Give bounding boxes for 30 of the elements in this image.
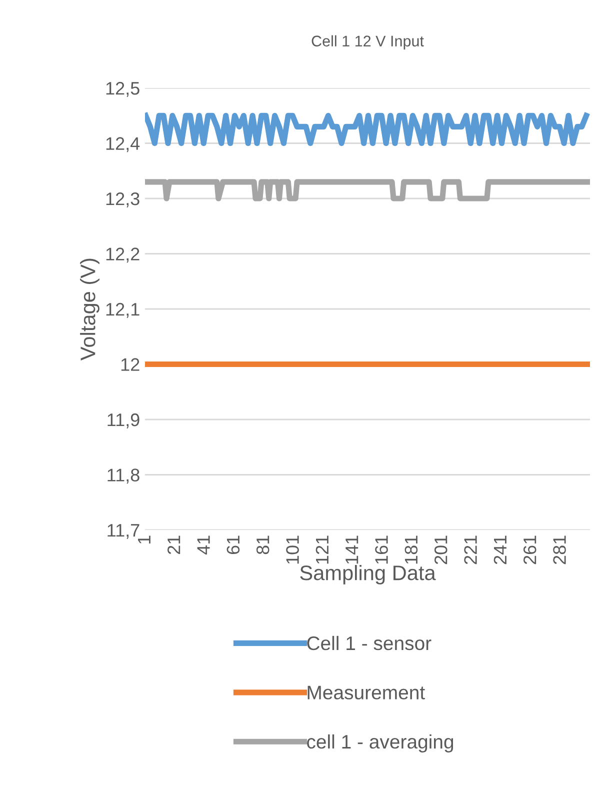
x-tick-label: 1 (138, 536, 150, 544)
y-tick-label: 11,9 (108, 413, 140, 428)
y-tick-label: 12 (121, 358, 140, 371)
x-tick-label: 161 (375, 536, 388, 564)
x-tick-label: 101 (286, 536, 299, 564)
x-tick-label: 21 (167, 536, 180, 554)
y-tick-label: 12,5 (106, 82, 140, 97)
x-tick-label: 261 (523, 536, 536, 564)
legend-label: cell 1 - averaging (307, 734, 454, 752)
y-tick-label: 11,8 (108, 468, 140, 484)
y-tick-label: 11,7 (108, 524, 140, 539)
x-tick-label: 61 (226, 536, 240, 554)
x-tick-label: 221 (464, 536, 477, 564)
x-tick-label: 141 (346, 536, 358, 564)
x-tick-label: 241 (494, 536, 506, 564)
y-axis-title: Voltage (V) (80, 258, 100, 360)
y-tick-label: 12,1 (106, 302, 140, 318)
x-axis-title: Sampling Data (300, 564, 436, 584)
x-tick-label: 41 (197, 536, 210, 555)
x-tick-label: 181 (404, 536, 418, 564)
x-tick-label: 201 (434, 536, 448, 564)
y-tick-label: 12,4 (106, 137, 140, 152)
legend-label: Cell 1 - sensor (307, 636, 432, 650)
y-tick-label: 12,2 (106, 248, 140, 263)
y-tick-label: 12,3 (106, 192, 140, 208)
x-tick-label: 81 (256, 536, 270, 554)
x-tick-label: 281 (553, 536, 566, 564)
chart-title: Cell 1 12 V Input (312, 35, 424, 50)
legend-label: Measurement (308, 686, 425, 700)
x-tick-label: 121 (316, 536, 328, 564)
